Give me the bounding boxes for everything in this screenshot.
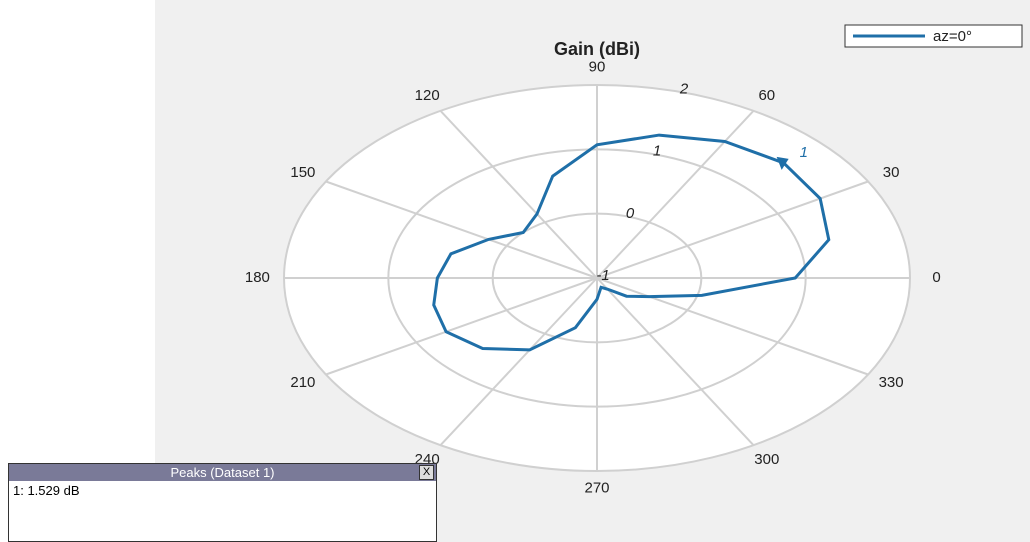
r-tick-label: 0 [626,205,635,222]
theta-tick-label: 300 [754,451,779,468]
r-tick-label: -1 [596,267,609,284]
gain-curve [432,133,831,352]
peak-readout: 1: 1.529 dB [13,483,80,498]
peaks-panel: Peaks (Dataset 1) X 1: 1.529 dB [8,463,437,542]
grid-spoke [596,110,755,279]
close-button[interactable]: X [419,465,434,480]
theta-tick-label: 0 [932,269,940,286]
grid-spoke [325,277,598,376]
theta-tick-label: 210 [290,374,315,391]
chart-title: Gain (dBi) [554,39,640,59]
grid-spoke [596,277,869,376]
r-tick-label: 2 [679,81,689,98]
theta-tick-label: 120 [415,87,440,104]
theta-tick-label: 90 [589,59,606,76]
legend-label: az=0° [933,28,972,45]
theta-tick-label: 150 [290,164,315,181]
theta-tick-label: 270 [584,479,609,496]
theta-tick-label: 30 [883,164,900,181]
grid-spoke [439,110,598,279]
r-tick-label: 1 [653,143,661,160]
grid-spoke [325,180,598,279]
legend-box [844,24,1023,48]
theta-tick-label: 180 [245,269,270,286]
peak-marker [776,156,789,170]
grid-spoke [596,180,869,279]
panel-title-text: Peaks (Dataset 1) [170,465,275,480]
peak-label: 1 [800,144,808,161]
panel-title: Peaks (Dataset 1) X [9,464,436,481]
theta-tick-label: 60 [758,87,775,104]
grid-spoke [439,277,598,446]
grid-spoke [596,277,755,446]
theta-tick-label: 330 [879,374,904,391]
